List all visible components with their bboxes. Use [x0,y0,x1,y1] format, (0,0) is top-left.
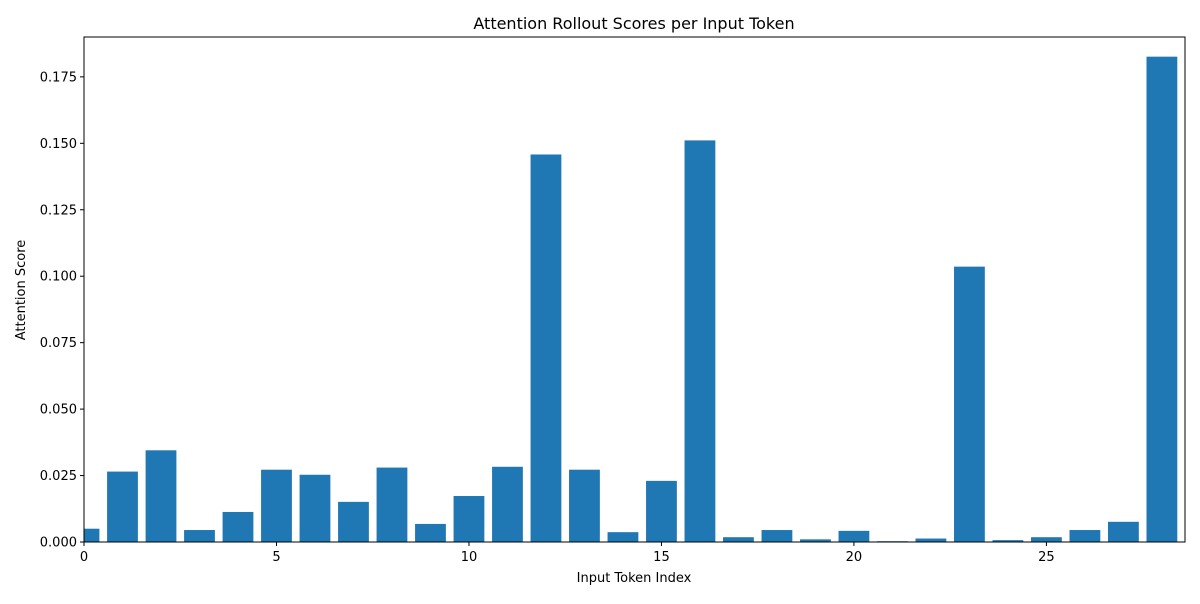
bar-token-3 [184,530,215,542]
x-axis: 0 5 10 15 20 25 [80,542,1055,565]
bar-token-19 [800,539,831,542]
bar-token-17 [723,537,754,542]
bar-token-12 [530,154,562,542]
bar-token-26 [1069,530,1101,542]
bar-token-24 [992,540,1024,542]
y-tick-label: 0.025 [40,469,77,484]
x-tick-label: 25 [1038,550,1055,565]
y-tick-label: 0.000 [40,536,77,551]
bar-token-1 [107,471,138,542]
bar-token-23 [954,266,985,542]
y-tick-label: 0.175 [40,70,77,85]
x-tick-label: 10 [461,550,478,565]
x-tick-label: 20 [846,550,863,565]
bar-token-4 [222,511,254,542]
x-axis-label: Input Token Index [577,571,692,586]
y-tick-label: 0.150 [40,137,77,152]
bar-token-10 [453,496,485,542]
bar-token-20 [838,530,870,542]
plot-frame [83,36,1186,543]
bar-token-16 [684,140,716,543]
bar-token-27 [1108,521,1139,542]
y-tick-label: 0.075 [40,336,77,351]
bar-token-14 [607,532,639,542]
bar-token-11 [492,466,523,542]
bar-token-2 [145,450,177,542]
y-tick-label: 0.050 [40,403,77,418]
bar-token-18 [761,530,793,542]
bar-token-5 [261,469,292,542]
x-tick-label: 5 [272,550,280,565]
bar-token-7 [338,501,369,542]
y-tick-label: 0.125 [40,203,77,218]
bar-token-0 [84,528,100,542]
bar-token-8 [376,467,408,542]
x-tick-label: 15 [653,550,670,565]
x-tick-label: 0 [80,550,88,565]
bar-token-15 [646,480,677,542]
bar-token-6 [299,474,331,542]
y-axis: 0.000 0.025 0.050 0.075 0.100 0.125 0.150 0.175 [40,70,84,551]
y-tick-label: 0.100 [40,270,77,285]
y-axis-label: Attention Score [14,240,29,341]
bar-token-22 [915,538,947,542]
bar-token-13 [569,469,600,542]
bar-token-28 [1146,56,1178,542]
chart-title: Attention Rollout Scores per Input Token [473,14,794,33]
bar-token-9 [415,523,446,542]
bars-group [84,56,1178,543]
bar-token-25 [1031,537,1062,542]
